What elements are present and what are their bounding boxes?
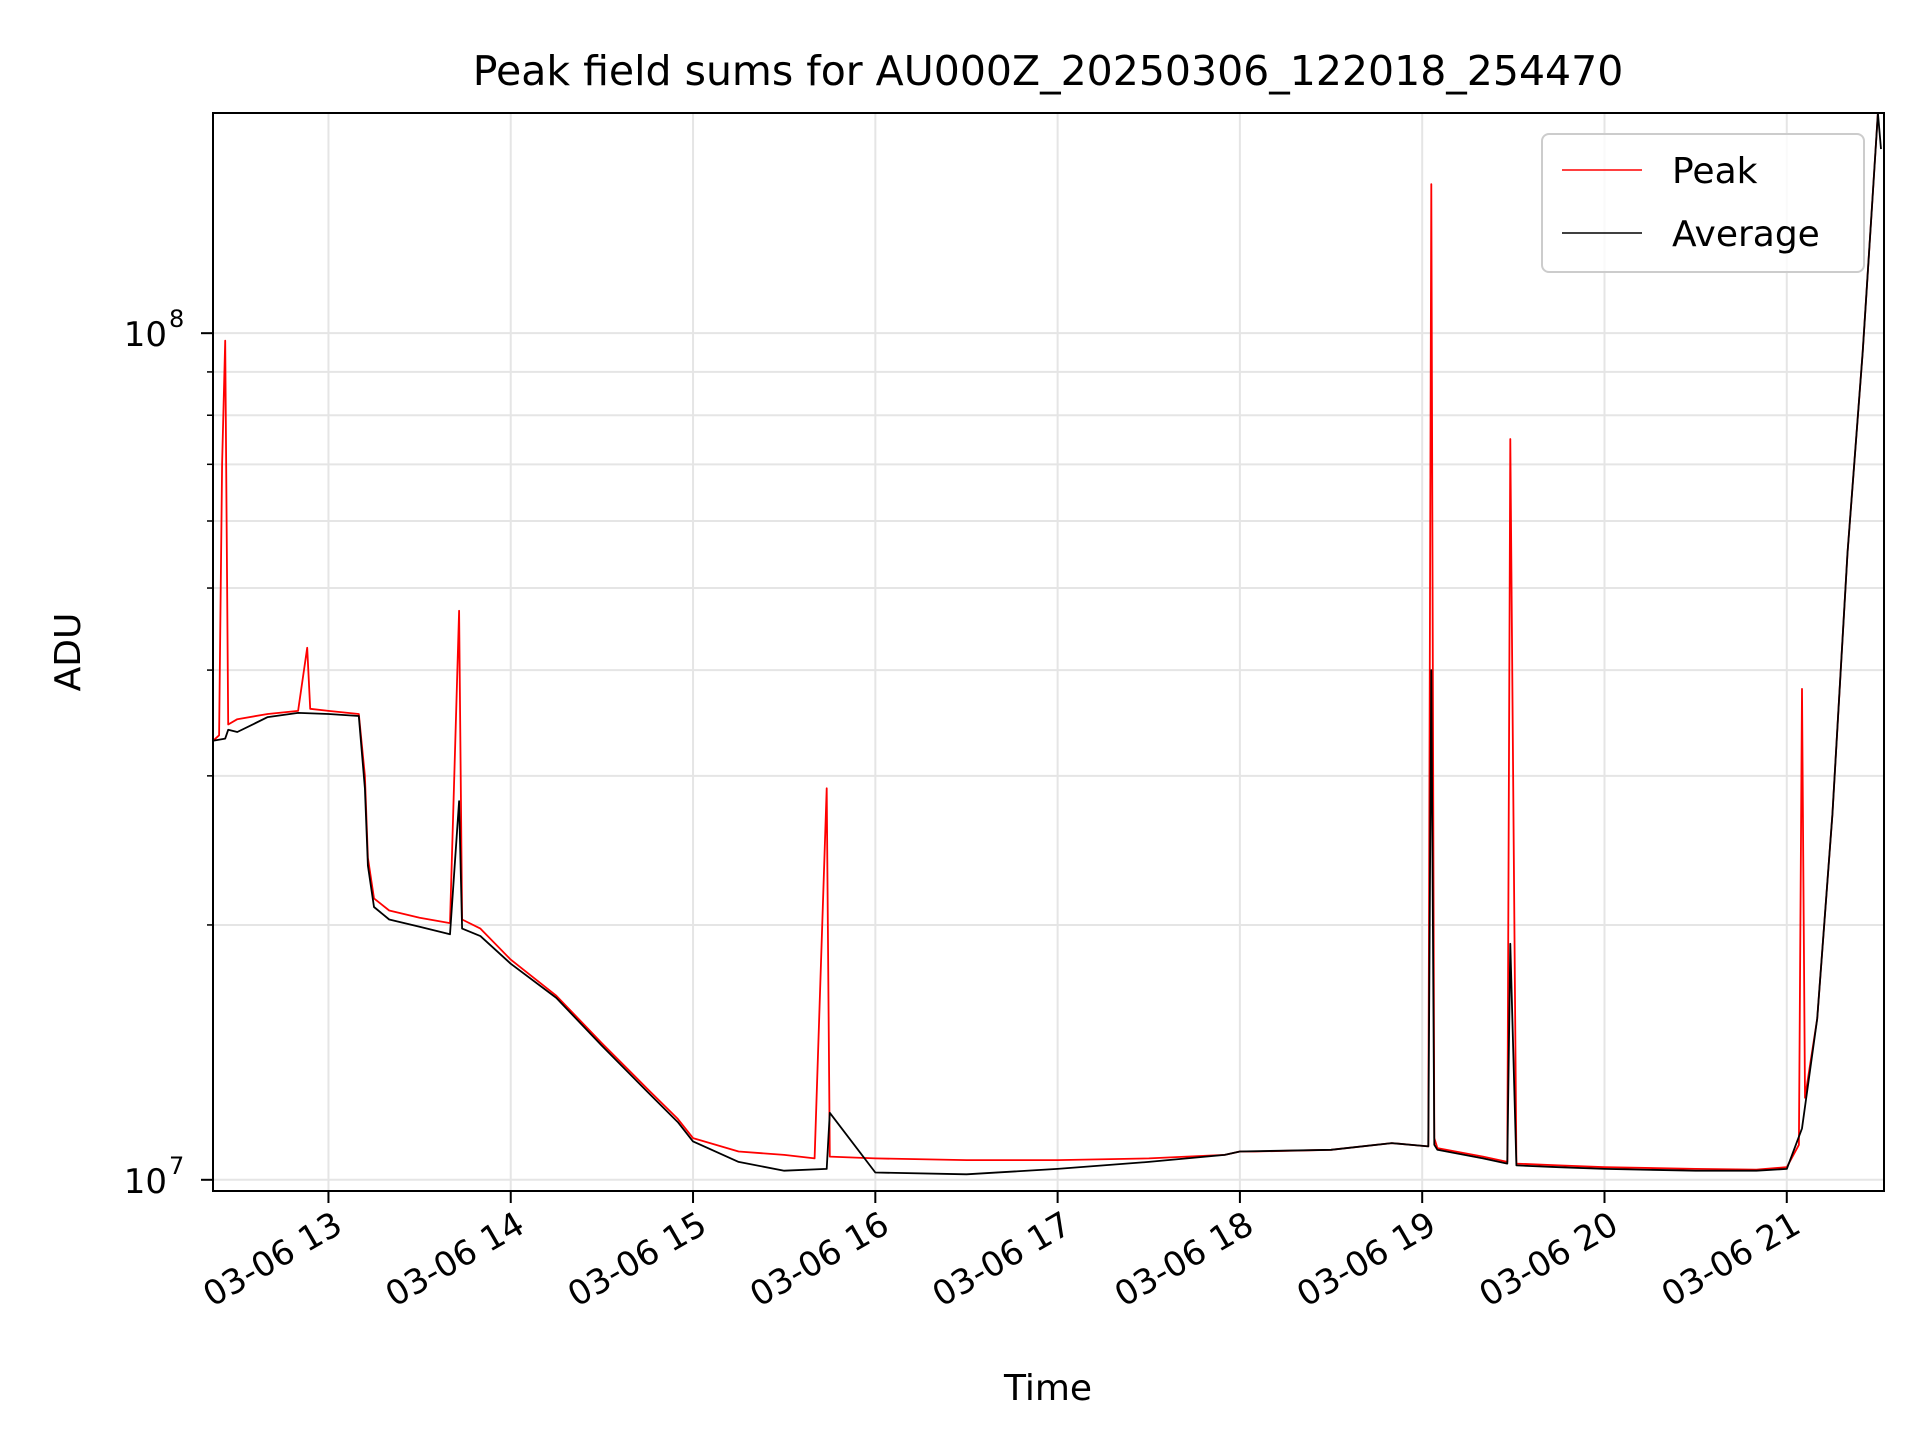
legend-label-peak: Peak xyxy=(1672,151,1758,192)
legend: Peak Average xyxy=(1541,133,1865,273)
chart-title: Peak field sums for AU000Z_20250306_1220… xyxy=(473,47,1624,95)
y-tick-label-base: 10 xyxy=(124,315,167,355)
series-line-peak xyxy=(212,112,1879,1171)
grid xyxy=(213,113,1884,1191)
series-layer xyxy=(212,112,1882,1176)
series-line-average xyxy=(212,112,1882,1176)
legend-label-average: Average xyxy=(1672,214,1820,255)
plot-frame xyxy=(212,112,1885,1192)
legend-box xyxy=(1541,133,1865,273)
y-tick-label-exponent: 8 xyxy=(169,305,184,333)
y-tick-label-exponent: 7 xyxy=(169,1152,184,1180)
y-tick-label-base: 10 xyxy=(124,1162,167,1202)
y-axis-label: ADU xyxy=(48,613,89,692)
x-axis-label: Time xyxy=(1003,1368,1092,1409)
